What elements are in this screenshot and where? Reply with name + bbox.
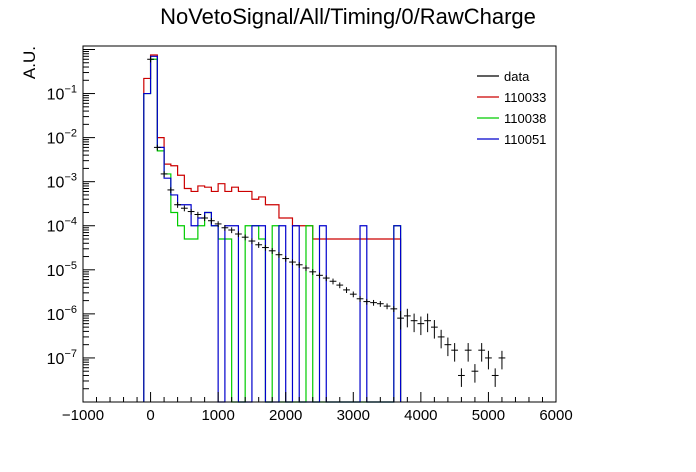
data-point [417,316,425,336]
data-point [343,287,350,294]
data-point [160,171,168,178]
data-point [214,221,222,228]
x-tick-label: 2000 [269,407,302,424]
data-point [275,252,283,258]
data-point [316,272,323,279]
data-point [403,308,411,328]
data-point [491,368,499,387]
data-point [268,248,276,254]
legend-entry-110051: 110051 [477,132,546,147]
x-tick-label: 6000 [539,407,572,424]
legend-entry-110033: 110033 [477,90,546,105]
data-point [322,275,330,282]
data-point [424,313,431,333]
legend-entry-110038: 110038 [477,111,546,126]
series-110038-histogram [143,58,402,403]
x-tick-label: 4000 [404,407,437,424]
data-point [208,218,215,224]
data-point [370,299,377,306]
data-point [147,56,154,63]
legend-label: 110038 [504,111,546,126]
x-tick-label: 3000 [337,407,370,424]
x-tick-label: −1000 [62,407,104,424]
legend-label: 110051 [504,132,546,147]
data-point [485,350,492,370]
data-point [329,278,337,285]
x-tick-label: 0 [146,407,154,424]
data-point [289,259,296,266]
data-point [221,225,229,231]
data-point [187,208,195,215]
data-point [295,262,303,268]
y-tick-label: 10−2 [47,128,77,148]
data-point [410,313,418,333]
y-tick-label: 10−4 [47,216,77,236]
legend: data 110033 110038 110051 [477,69,546,147]
data-point [262,244,269,251]
data-point [363,298,371,305]
data-point [248,238,256,245]
y-tick-label: 10−6 [47,304,77,324]
data-point [478,343,486,362]
data-point [444,337,452,357]
y-axis-label: A.U. [20,46,39,79]
data-point [174,202,181,208]
y-tick-label: 10−1 [47,84,77,104]
data-point [451,343,459,362]
data-point [235,231,242,238]
data-point [383,303,391,310]
data-point [464,343,472,362]
y-tick-label: 10−3 [47,172,77,192]
data-point [309,269,317,275]
x-tick-label: 5000 [472,407,505,424]
data-point [194,211,202,218]
data-point [180,205,188,212]
data-point [397,311,404,330]
data-point [241,234,249,241]
data-point [336,282,344,289]
data-point [356,296,364,302]
data-point [458,368,465,387]
data-point [282,255,290,262]
data-point [255,242,263,248]
data-point [376,301,384,307]
chart-title: NoVetoSignal/All/Timing/0/RawCharge [160,4,536,29]
plot-frame [82,45,557,403]
data-point [201,215,209,222]
series-110033-histogram [143,54,402,402]
data-point [302,265,310,272]
legend-entry-data: data [477,69,530,84]
data-point [349,291,357,298]
data-point [471,364,479,383]
data-point [228,227,236,234]
y-tick-label: 10−7 [47,348,77,368]
series-layer [143,54,506,403]
data-point [430,320,438,339]
y-tick-label: 10−5 [47,260,77,280]
data-point [153,144,161,151]
data-point [167,187,175,194]
x-tick-label: 1000 [201,407,234,424]
legend-label: 110033 [504,90,546,105]
axes-layer: −1000 0 1000 2000 3000 4000 5000 6000 10−7 10−6 10… [47,45,573,424]
data-point [390,306,398,312]
legend-label: data [504,69,530,84]
data-point [437,329,445,349]
data-point [498,350,506,370]
